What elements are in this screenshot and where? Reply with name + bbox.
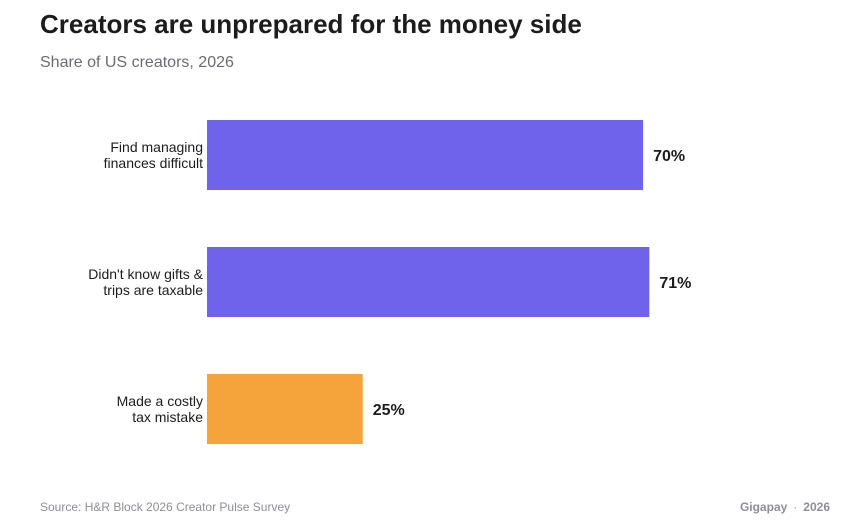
bar-chart: 70% Find managing finances difficult 71% Did… [88,120,691,444]
bar-2 [207,247,650,317]
category-label-1: Find managing finances difficult [104,139,203,171]
value-label-2: 71% [659,275,691,292]
brand-credit: Gigapay · 2026 [740,500,830,514]
brand-year: 2026 [803,500,830,514]
value-label-1: 70% [653,148,685,165]
bar-3 [207,374,363,444]
brand-name: Gigapay [739,500,788,514]
brand-separator: · [793,500,798,514]
value-label-3: 25% [373,402,405,419]
category-label-3: Made a costly tax mistake [117,393,204,425]
chart-subtitle: Share of US creators, 2026 [40,54,234,71]
bar-1 [207,120,644,190]
chart-title: Creators are unprepared for the money si… [40,9,582,39]
source-note: Source: H&R Block 2026 Creator Pulse Sur… [40,500,291,514]
category-label-2: Didn't know gifts & trips are taxable [88,266,203,298]
